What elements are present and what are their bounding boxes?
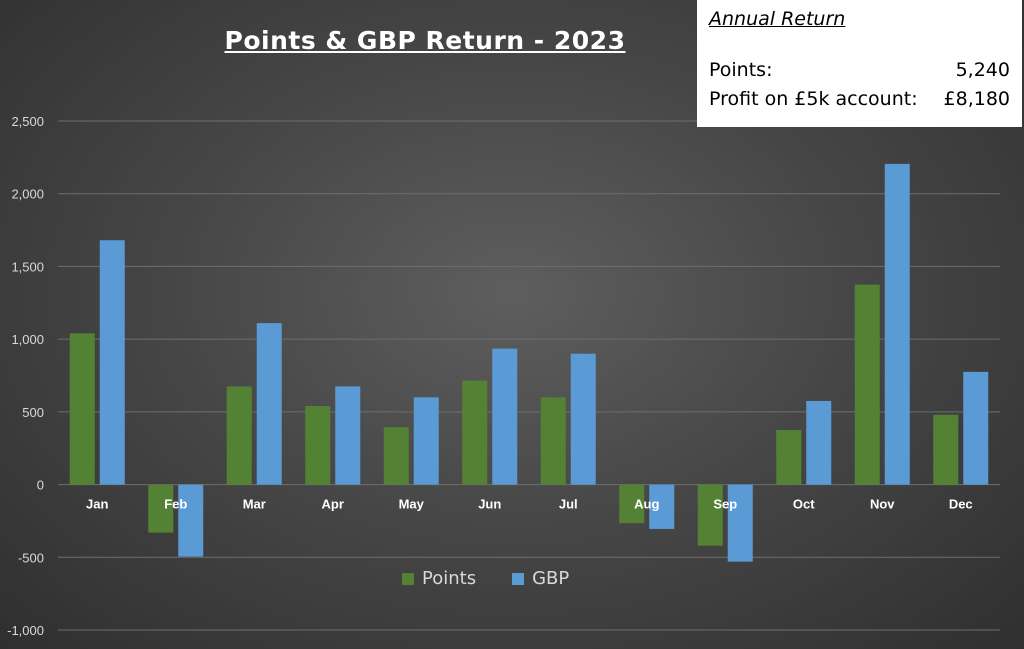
bar-points-dec (933, 414, 959, 485)
bar-gbp-dec (963, 371, 989, 485)
bar-gbp-feb (178, 484, 204, 557)
summary-label-points: Points: (709, 59, 773, 81)
x-tick-label-jun: Jun (478, 497, 501, 512)
bar-gbp-apr (335, 386, 361, 485)
y-tick-label: 1,500 (11, 259, 44, 274)
y-tick-label: -1,000 (7, 623, 44, 638)
bar-gbp-oct (806, 400, 832, 485)
x-tick-label-mar: Mar (243, 497, 266, 512)
x-tick-label-jan: Jan (86, 497, 108, 512)
x-tick-label-oct: Oct (793, 497, 815, 512)
y-tick-label: 0 (37, 478, 44, 493)
summary-row-points: Points: 5,240 (709, 56, 1010, 85)
legend-label-points: Points (422, 568, 477, 589)
legend-label-gbp: GBP (532, 568, 570, 589)
x-tick-label-feb: Feb (164, 497, 187, 512)
chart-legend: Points GBP (402, 568, 569, 589)
legend-item-gbp: GBP (512, 568, 569, 589)
bar-gbp-mar (256, 323, 282, 485)
bar-gbp-aug (649, 484, 675, 529)
bar-points-jan (69, 333, 95, 485)
bar-gbp-jan (99, 240, 125, 485)
annual-return-box: Annual Return Points: 5,240 Profit on £5… (697, 0, 1022, 127)
summary-label-profit: Profit on £5k account: (709, 88, 918, 110)
legend-item-points: Points (402, 568, 476, 589)
x-tick-label-sep: Sep (713, 497, 737, 512)
bar-points-oct (776, 430, 802, 485)
summary-value-points: 5,240 (955, 59, 1010, 81)
bar-points-aug (619, 484, 645, 524)
bar-points-nov (854, 284, 880, 485)
bar-points-jul (540, 397, 566, 485)
bar-gbp-sep (727, 484, 753, 562)
bar-gbp-nov (884, 163, 910, 485)
x-tick-label-nov: Nov (870, 497, 895, 512)
bar-points-may (383, 427, 409, 485)
x-tick-label-jul: Jul (559, 497, 578, 512)
y-tick-label: -500 (18, 550, 44, 565)
bar-gbp-may (413, 397, 439, 485)
annual-return-heading: Annual Return (709, 8, 846, 30)
bar-points-mar (226, 386, 252, 485)
x-tick-label-aug: Aug (634, 497, 659, 512)
legend-swatch-gbp (512, 572, 525, 585)
summary-row-profit: Profit on £5k account: £8,180 (709, 85, 1010, 114)
legend-swatch-points (402, 572, 414, 585)
x-tick-label-dec: Dec (949, 497, 973, 512)
x-tick-label-apr: Apr (322, 497, 344, 512)
bar-points-feb (148, 484, 174, 533)
bar-gbp-jun (492, 348, 518, 485)
y-tick-label: 2,500 (11, 114, 44, 129)
y-tick-label: 1,000 (11, 332, 44, 347)
bar-points-apr (305, 406, 331, 485)
x-tick-label-may: May (399, 497, 425, 512)
bar-gbp-jul (570, 353, 596, 485)
y-tick-label: 500 (22, 405, 44, 420)
bar-points-sep (697, 484, 723, 546)
chart-title: Points & GBP Return - 2023 (224, 26, 626, 55)
bar-points-jun (462, 380, 488, 485)
y-tick-label: 2,000 (11, 187, 44, 202)
summary-value-profit: £8,180 (943, 88, 1010, 110)
